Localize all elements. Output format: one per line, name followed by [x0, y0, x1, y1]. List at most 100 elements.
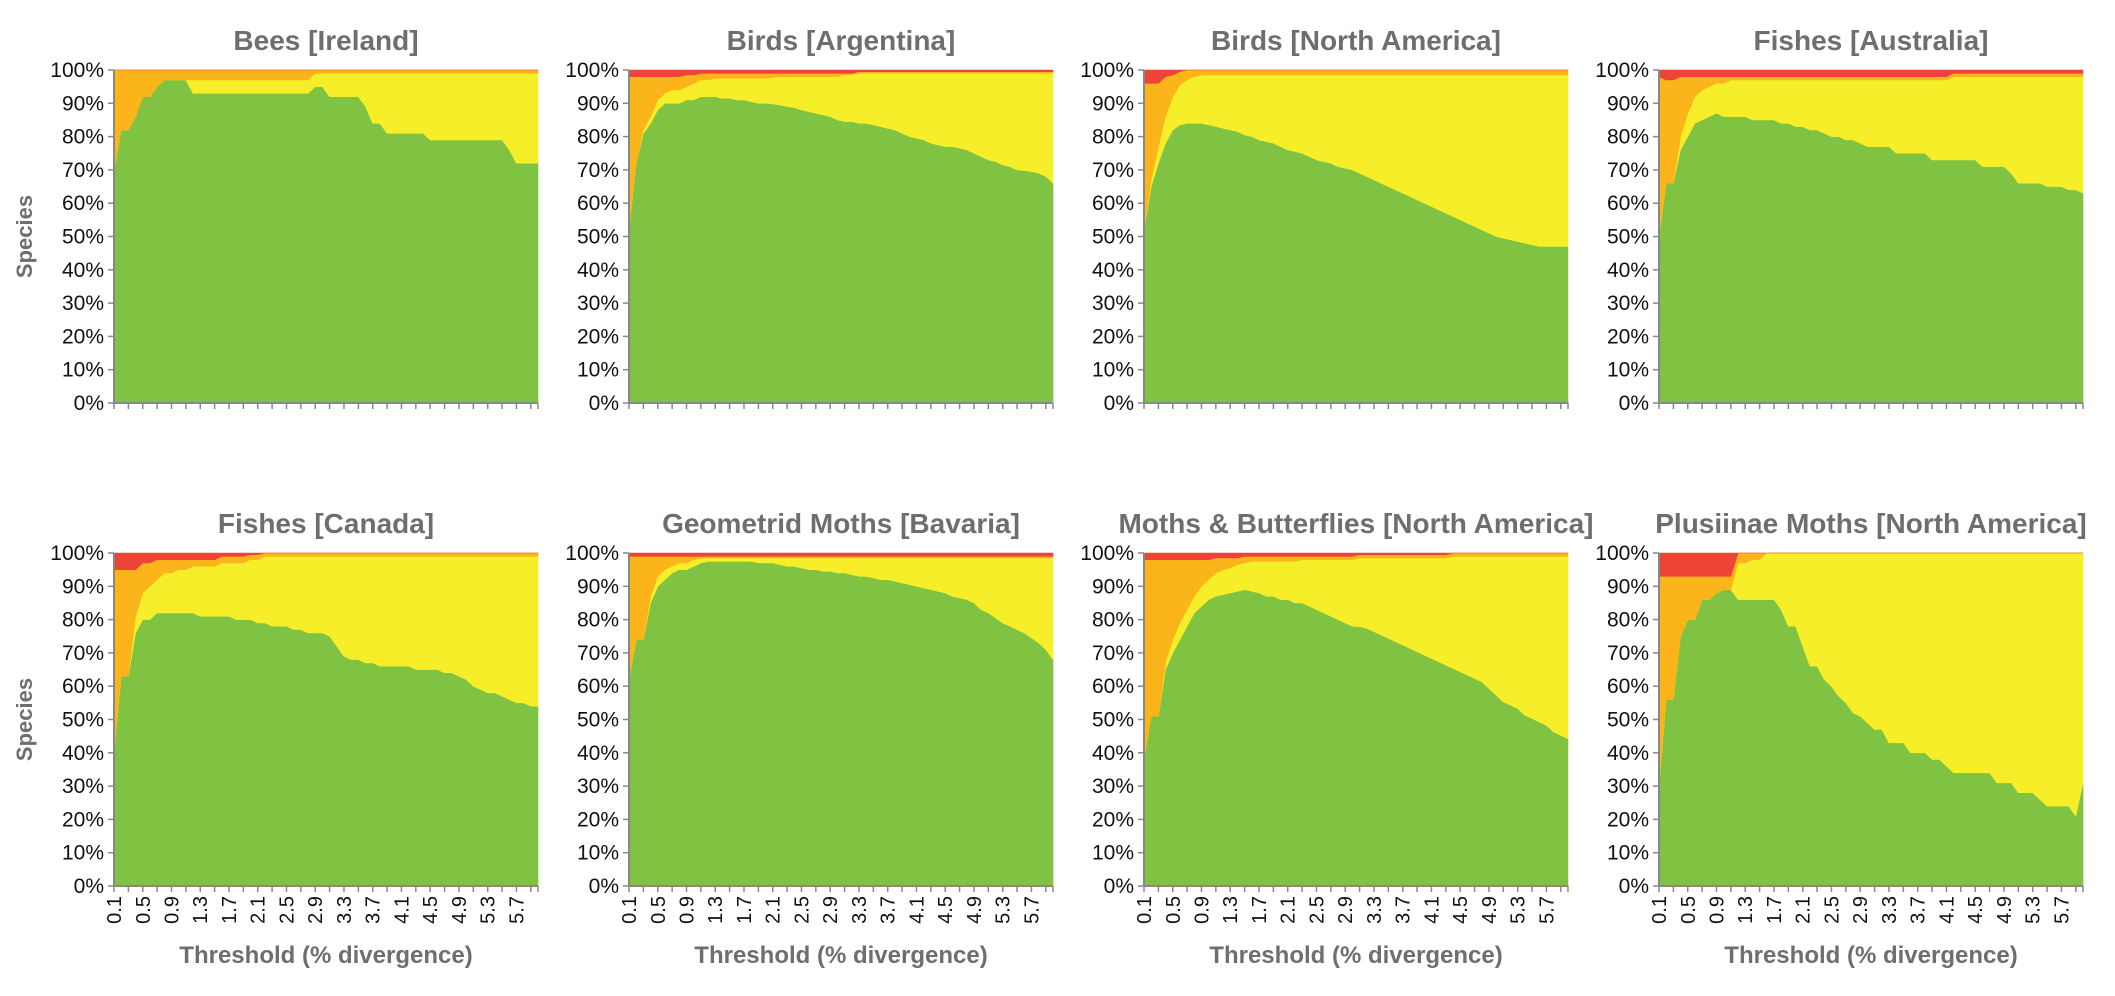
y-tick-label: 0% — [589, 875, 619, 898]
x-tick-label: 5.7 — [1021, 896, 1043, 924]
y-tick-label: 40% — [577, 742, 619, 765]
x-tick-label: 1.7 — [219, 896, 241, 924]
y-tick-label: 90% — [1607, 92, 1649, 115]
panel-title: Plusiinae Moths [North America] — [1655, 508, 2086, 539]
x-tick-label: 2.9 — [1335, 896, 1357, 924]
x-tick-label: 4.1 — [906, 896, 928, 924]
y-tick-label: 30% — [1092, 292, 1134, 315]
x-tick-label: 1.3 — [705, 896, 727, 924]
x-tick-label: 5.7 — [506, 896, 528, 924]
y-tick-label: 10% — [1092, 842, 1134, 865]
x-tick-label: 4.5 — [420, 896, 442, 924]
panel-title: Geometrid Moths [Bavaria] — [662, 508, 1020, 539]
x-tick-label: 4.1 — [1936, 896, 1958, 924]
y-tick-label: 30% — [577, 292, 619, 315]
x-tick-label: 2.1 — [1278, 896, 1300, 924]
y-tick-label: 50% — [577, 226, 619, 249]
x-tick-label: 0.5 — [648, 896, 670, 924]
y-tick-label: 0% — [74, 392, 104, 415]
y-tick-label: 10% — [577, 842, 619, 865]
x-tick-label: 0.1 — [619, 896, 641, 924]
y-tick-label: 70% — [1092, 159, 1134, 182]
x-tick-label: 2.9 — [1850, 896, 1872, 924]
y-tick-label: 70% — [577, 159, 619, 182]
panel-title: Bees [Ireland] — [233, 25, 418, 56]
y-tick-label: 100% — [50, 59, 104, 82]
x-tick-label: 2.1 — [763, 896, 785, 924]
y-tick-label: 40% — [1092, 742, 1134, 765]
y-tick-label: 90% — [1092, 92, 1134, 115]
x-tick-label: 0.1 — [104, 896, 126, 924]
y-tick-label: 80% — [577, 609, 619, 632]
panel-title: Fishes [Australia] — [1754, 25, 1989, 56]
x-tick-label: 1.7 — [1249, 896, 1271, 924]
x-tick-label: 5.3 — [1508, 896, 1530, 924]
y-tick-label: 40% — [1092, 259, 1134, 282]
x-axis-label: Threshold (% divergence) — [1209, 942, 1502, 969]
y-tick-label: 100% — [1595, 542, 1649, 565]
y-tick-label: 90% — [62, 92, 104, 115]
y-tick-label: 0% — [1619, 392, 1649, 415]
x-tick-label: 0.9 — [676, 896, 698, 924]
y-tick-label: 20% — [577, 325, 619, 348]
y-tick-label: 90% — [62, 575, 104, 598]
y-tick-label: 10% — [62, 842, 104, 865]
y-tick-label: 60% — [577, 192, 619, 215]
y-tick-label: 100% — [50, 542, 104, 565]
x-tick-label: 3.7 — [878, 896, 900, 924]
red-area — [1143, 69, 1568, 84]
y-tick-label: 80% — [577, 126, 619, 149]
x-tick-label: 4.1 — [391, 896, 413, 924]
y-tick-label: 90% — [577, 575, 619, 598]
y-tick-label: 100% — [565, 542, 619, 565]
y-tick-label: 60% — [1092, 675, 1134, 698]
x-axis-label: Threshold (% divergence) — [179, 942, 472, 969]
y-tick-label: 70% — [1092, 642, 1134, 665]
y-tick-label: 40% — [62, 742, 104, 765]
y-tick-label: 50% — [1092, 226, 1134, 249]
y-tick-label: 70% — [1607, 642, 1649, 665]
y-tick-label: 80% — [1607, 126, 1649, 149]
y-tick-label: 0% — [1104, 392, 1134, 415]
chart-panel: 0% 10% 20% 30% 40% 50% 60% 70% 80% 90% 100% Geometr… — [565, 508, 1054, 969]
x-tick-label: 0.9 — [1191, 896, 1213, 924]
y-tick-label: 80% — [1607, 609, 1649, 632]
panel-title: Fishes [Canada] — [218, 508, 434, 539]
x-tick-label: 2.1 — [248, 896, 270, 924]
y-tick-label: 10% — [1607, 842, 1649, 865]
y-tick-label: 100% — [1080, 542, 1134, 565]
x-tick-label: 3.3 — [1364, 896, 1386, 924]
y-tick-label: 70% — [577, 642, 619, 665]
x-tick-label: 2.1 — [1793, 896, 1815, 924]
x-tick-label: 0.1 — [1134, 896, 1156, 924]
panel-title: Birds [Argentina] — [727, 25, 956, 56]
x-tick-label: 3.7 — [1393, 896, 1415, 924]
y-tick-label: 30% — [577, 775, 619, 798]
x-tick-label: 5.3 — [2023, 896, 2045, 924]
y-tick-label: 0% — [1104, 875, 1134, 898]
x-tick-label: 4.9 — [1479, 896, 1501, 924]
x-tick-label: 4.5 — [1450, 896, 1472, 924]
x-tick-label: 5.3 — [993, 896, 1015, 924]
chart-panel: 0% 10% 20% 30% 40% 50% 60% 70% 80% 90% 100% Bees [I… — [12, 25, 539, 415]
panel-title: Birds [North America] — [1211, 25, 1501, 56]
x-tick-label: 2.9 — [820, 896, 842, 924]
red-area — [1658, 69, 2084, 81]
y-tick-label: 80% — [1092, 609, 1134, 632]
y-tick-label: 90% — [1092, 575, 1134, 598]
y-tick-label: 50% — [577, 709, 619, 732]
red-area — [628, 552, 1054, 557]
x-tick-label: 1.3 — [190, 896, 212, 924]
y-tick-label: 60% — [62, 675, 104, 698]
x-tick-label: 4.1 — [1421, 896, 1443, 924]
y-tick-label: 50% — [1607, 226, 1649, 249]
x-tick-label: 4.9 — [1994, 896, 2016, 924]
x-tick-label: 2.5 — [1306, 896, 1328, 924]
chart-panel: 0% 10% 20% 30% 40% 50% 60% 70% 80% 90% 100% Birds [… — [1080, 25, 1569, 415]
x-tick-label: 0.9 — [1706, 896, 1728, 924]
x-tick-label: 4.9 — [964, 896, 986, 924]
x-tick-label: 1.7 — [734, 896, 756, 924]
y-tick-label: 30% — [62, 775, 104, 798]
x-tick-label: 3.7 — [1908, 896, 1930, 924]
